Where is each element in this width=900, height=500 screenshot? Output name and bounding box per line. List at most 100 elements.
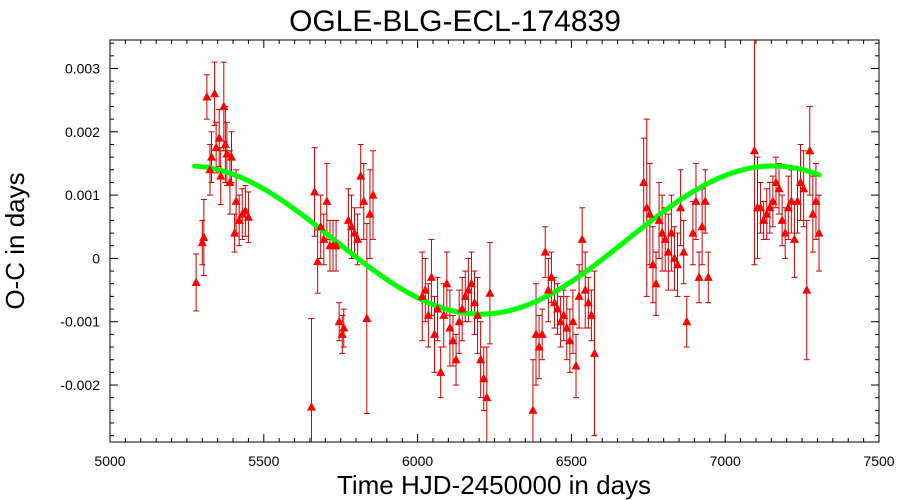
data-point [574, 291, 584, 300]
data-point [445, 323, 455, 332]
data-point [211, 142, 221, 152]
data-point [240, 205, 250, 215]
data-point [319, 234, 329, 243]
data-point [359, 196, 369, 205]
data-point [339, 323, 349, 332]
data-point [589, 348, 599, 357]
data-point [191, 277, 201, 286]
data-point [439, 310, 449, 319]
data-point [442, 278, 452, 288]
data-point [362, 313, 372, 323]
data-point [666, 228, 676, 237]
data-point [368, 190, 378, 199]
data-point [553, 304, 563, 313]
data-point [808, 209, 818, 218]
data-point [802, 285, 812, 294]
y-axis-label: O-C in days [0, 172, 30, 309]
data-point [220, 139, 230, 148]
axis-ticks [109, 40, 880, 442]
data-point [473, 310, 483, 319]
data-point [528, 405, 538, 414]
data-point [682, 316, 692, 326]
data-point [457, 304, 467, 313]
data-point [531, 329, 541, 338]
data-point [466, 278, 476, 288]
data-point [202, 91, 212, 101]
data-point [222, 148, 232, 158]
data-point [642, 202, 652, 212]
data-point [448, 335, 458, 345]
data-point [700, 196, 710, 205]
data-point [476, 354, 486, 364]
data-point [426, 272, 436, 281]
data-point [648, 259, 658, 269]
data-point [216, 171, 226, 180]
data-point [571, 361, 581, 370]
y-tick-label: 0.002 [65, 124, 100, 140]
data-point [639, 177, 649, 186]
data-point [454, 316, 464, 326]
x-tick-label: 7500 [863, 453, 894, 469]
data-point [654, 215, 664, 224]
data-point [543, 285, 553, 294]
data-point [322, 196, 332, 205]
data-point [460, 291, 470, 300]
data-point [337, 329, 347, 338]
data-point [365, 209, 375, 218]
data-point [583, 297, 593, 307]
data-point [679, 247, 689, 256]
data-point [676, 202, 686, 212]
data-point [463, 285, 473, 294]
data-point [703, 272, 713, 281]
data-point [306, 402, 316, 411]
data-point [231, 196, 241, 205]
data-point [433, 304, 443, 313]
x-tick-label: 5500 [248, 453, 279, 469]
data-point [777, 215, 787, 224]
plot-frame [109, 39, 880, 443]
data-point [430, 329, 440, 338]
data-point [334, 316, 344, 326]
data-point [765, 202, 775, 212]
data-point [651, 278, 661, 288]
data-point [549, 297, 559, 307]
data-point [423, 310, 433, 319]
y-tick-labels: -0.002 -0.001 0 0.001 0.002 0.003 [60, 60, 100, 393]
data-point [783, 202, 793, 212]
data-point [580, 285, 590, 294]
data-point [534, 342, 544, 351]
fit-line [192, 163, 822, 317]
data-point [660, 234, 670, 243]
data-point [482, 392, 492, 402]
x-tick-label: 5000 [94, 453, 125, 469]
data-point [762, 209, 772, 218]
data-point [768, 196, 778, 205]
data-point [225, 177, 235, 186]
data-point [346, 221, 356, 231]
data-point [417, 291, 427, 300]
y-tick-label: -0.001 [60, 314, 100, 330]
data-point [756, 202, 766, 212]
data-point [436, 367, 446, 376]
data-point [805, 145, 815, 155]
chart-title: OGLE-BLG-ECL-174839 [289, 5, 621, 38]
data-point [234, 215, 244, 224]
data-point [479, 373, 489, 383]
data-point [814, 228, 824, 237]
data-point [470, 297, 480, 307]
y-tick-label: -0.002 [60, 377, 100, 393]
data-point [310, 186, 320, 196]
data-point [657, 228, 667, 237]
y-tick-label: 0.001 [65, 187, 100, 203]
data-point [350, 228, 360, 237]
data-point [227, 152, 237, 161]
data-point [568, 316, 578, 326]
data-point [774, 183, 784, 193]
error-bars [193, 40, 823, 442]
data-point [331, 240, 341, 250]
data-point [691, 196, 701, 205]
data-point [811, 196, 821, 205]
data-point [789, 234, 799, 243]
data-point [749, 145, 759, 155]
x-tick-label: 6500 [556, 453, 587, 469]
